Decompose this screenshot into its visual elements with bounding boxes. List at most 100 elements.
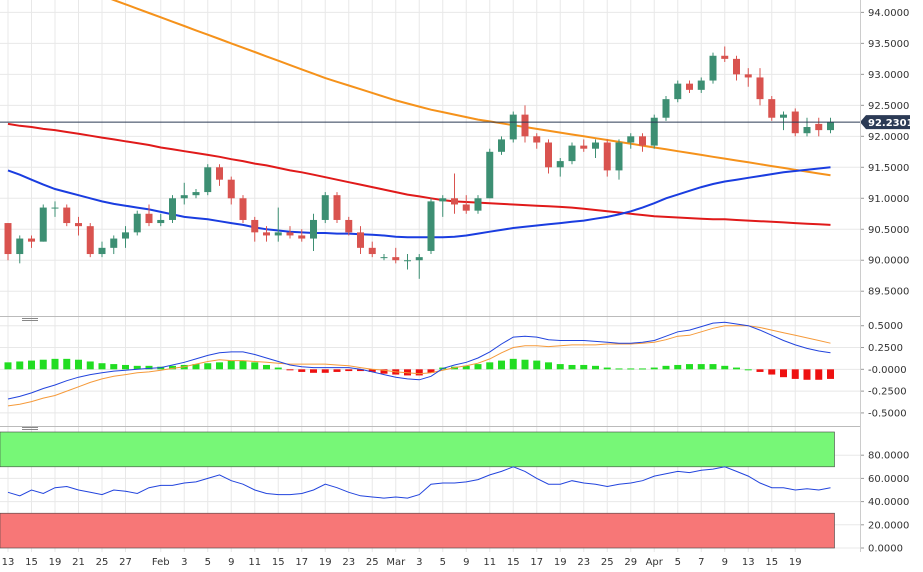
x-tick-label: 15 [272,557,285,568]
divider-handle-1[interactable] [22,318,38,321]
divider-handle-2[interactable] [22,427,38,430]
x-tick-label: 13 [2,557,15,568]
macd-histogram-bar [380,369,388,374]
price-tick-label: 94.0000 [868,8,909,19]
candle-down [521,114,529,137]
x-tick-label: 21 [72,557,85,568]
candle-down [603,142,611,171]
candle-up [321,195,329,220]
macd-histogram-bar [509,358,517,370]
candle-down [239,198,247,220]
macd-histogram-bar [227,360,235,370]
candle-down [462,204,470,211]
candle-up [803,127,811,134]
rsi-line [7,466,831,499]
macd-histogram-bar [333,369,341,372]
panel-divider-1[interactable] [0,316,860,317]
x-tick-label: 7 [698,557,704,568]
candle-down [227,179,235,199]
rsi-oversold-band [0,512,835,549]
x-tick-label: 19 [789,557,802,568]
candle-up [498,139,505,152]
macd-histogram-bar [545,362,552,370]
price-tick-label: 93.5000 [868,39,909,50]
macd-histogram-bar [686,364,693,370]
macd-histogram-bar [204,363,212,370]
candle-up [192,192,200,196]
macd-histogram-bar [239,360,247,370]
macd-histogram-bar [521,359,529,370]
candle-up [16,238,24,255]
candle-up [415,257,423,261]
rsi-tick-label: 40.0000 [868,497,909,508]
x-tick-label: 9 [463,557,469,568]
price-panel[interactable]: 92.2301 [0,0,914,279]
candle-down [86,226,94,255]
macd-tick-label: 0.5000 [868,321,903,332]
macd-histogram-bar [4,362,12,370]
candle-down [721,55,729,59]
x-tick-label: 17 [295,557,308,568]
candle-up [486,151,494,199]
macd-histogram-bar [603,367,611,370]
price-tick-label: 92.5000 [868,101,909,112]
macd-histogram-bar [744,369,752,371]
rsi-panel[interactable] [0,431,835,549]
candle-up [204,167,212,193]
macd-histogram-bar [310,369,317,373]
candle-up [404,260,411,262]
candle-up [133,213,141,233]
macd-histogram-bar [216,362,223,370]
macd-histogram-bar [627,368,635,370]
macd-histogram-bar [697,364,705,370]
rsi-tick-label: 80.0000 [868,451,909,462]
price-tick-label: 92.0000 [868,132,909,143]
x-tick-label: 17 [530,557,543,568]
candle-down [216,167,223,180]
candle-down [75,223,82,227]
price-plot-area [4,0,834,279]
candle-down [639,136,646,146]
macd-histogram-bar [650,367,658,370]
macd-panel[interactable] [4,321,835,407]
candle-up [827,122,834,131]
macd-histogram-bar [39,359,47,370]
panel-divider-2[interactable] [0,426,860,427]
rsi-tick-label: 20.0000 [868,520,909,531]
macd-histogram-bar [662,365,670,370]
candle-down [63,207,71,224]
price-tick-label: 90.0000 [868,256,909,267]
candle-down [28,238,35,242]
candle-up [662,99,670,118]
x-tick-label: 15 [507,557,520,568]
x-tick-label: 29 [624,557,637,568]
candle-up [592,142,599,149]
candle-up [274,232,282,236]
candle-up [474,198,482,211]
macd-histogram-bar [815,369,823,380]
x-tick-label: 5 [675,557,681,568]
candle-up [568,145,576,162]
x-tick-label: 11 [483,557,496,568]
macd-histogram-bar [345,369,353,372]
macd-histogram-bar [321,369,329,373]
x-tick-label: Mar [386,557,406,568]
candle-down [451,198,458,205]
macd-histogram-bar [63,358,71,370]
candle-down [533,136,541,143]
macd-tick-label: -0.5000 [868,408,907,419]
x-tick-label: Feb [152,557,170,568]
x-tick-label: 9 [722,557,728,568]
macd-histogram-bar [357,369,364,372]
x-tick-label: 27 [119,557,132,568]
macd-histogram-bar [462,365,470,370]
macd-histogram-bar [486,362,494,370]
x-tick-label: 15 [765,557,778,568]
axis-labels: 94.0000 93.5000 93.0000 92.5000 92.0000 91.50… [2,8,910,568]
x-tick-label: 25 [366,557,379,568]
macd-histogram-bar [51,358,59,370]
candle-down [4,223,12,255]
macd-histogram-bar [263,364,270,370]
macd-histogram-bar [580,364,588,370]
macd-histogram-bar [110,364,118,370]
